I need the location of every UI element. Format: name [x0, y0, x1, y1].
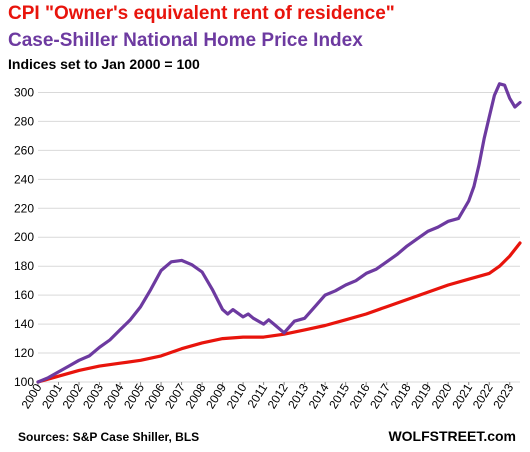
y-tick-label: 100: [14, 375, 34, 389]
x-tick-label: 2015: [326, 381, 352, 411]
x-tick-label: 2002: [60, 381, 86, 411]
x-tick-label: 2017: [367, 381, 393, 411]
y-tick-label: 180: [14, 259, 34, 273]
y-tick-label: 120: [14, 346, 34, 360]
x-tick-label: 2013: [285, 381, 311, 411]
x-tick-label: 2004: [101, 381, 127, 411]
x-tick-label: 2010: [224, 381, 250, 411]
sources-note: Sources: S&P Case Shiller, BLS: [18, 430, 200, 444]
x-tick-label: 2012: [265, 381, 291, 411]
x-tick-label: 2008: [183, 381, 209, 411]
y-tick-label: 160: [14, 288, 34, 302]
x-tick-label: 2021: [449, 381, 475, 411]
x-tick-label: 2006: [142, 381, 168, 411]
x-tick-label: 2016: [347, 381, 373, 411]
x-tick-label: 2020: [429, 381, 455, 411]
y-tick-label: 140: [14, 317, 34, 331]
x-tick-label: 2005: [121, 381, 147, 411]
x-tick-label: 2018: [388, 381, 414, 411]
chart-title-cpi: CPI "Owner's equivalent rent of residenc…: [8, 3, 395, 24]
chart-subtitle: Indices set to Jan 2000 = 100: [8, 56, 200, 72]
x-tick-label: 2022: [470, 381, 496, 411]
y-tick-label: 260: [14, 143, 34, 157]
y-tick-label: 240: [14, 172, 34, 186]
y-tick-label: 300: [14, 85, 34, 99]
x-tick-label: 2001: [39, 381, 65, 411]
x-tick-label: 2014: [306, 381, 332, 411]
x-tick-label: 2003: [80, 381, 106, 411]
brand-logo-text: WOLFSTREET.com: [388, 428, 516, 444]
chart-title-caseshiller: Case-Shiller National Home Price Index: [8, 30, 363, 51]
x-tick-label: 2009: [203, 381, 229, 411]
x-tick-label: 2023: [490, 381, 516, 411]
y-tick-label: 220: [14, 201, 34, 215]
x-tick-label: 2019: [408, 381, 434, 411]
cpi-owners-rent-line: [36, 241, 522, 384]
y-tick-label: 280: [14, 114, 34, 128]
x-tick-label: 2007: [162, 381, 188, 411]
case-shiller-index-line: [36, 82, 522, 384]
y-tick-label: 200: [14, 230, 34, 244]
